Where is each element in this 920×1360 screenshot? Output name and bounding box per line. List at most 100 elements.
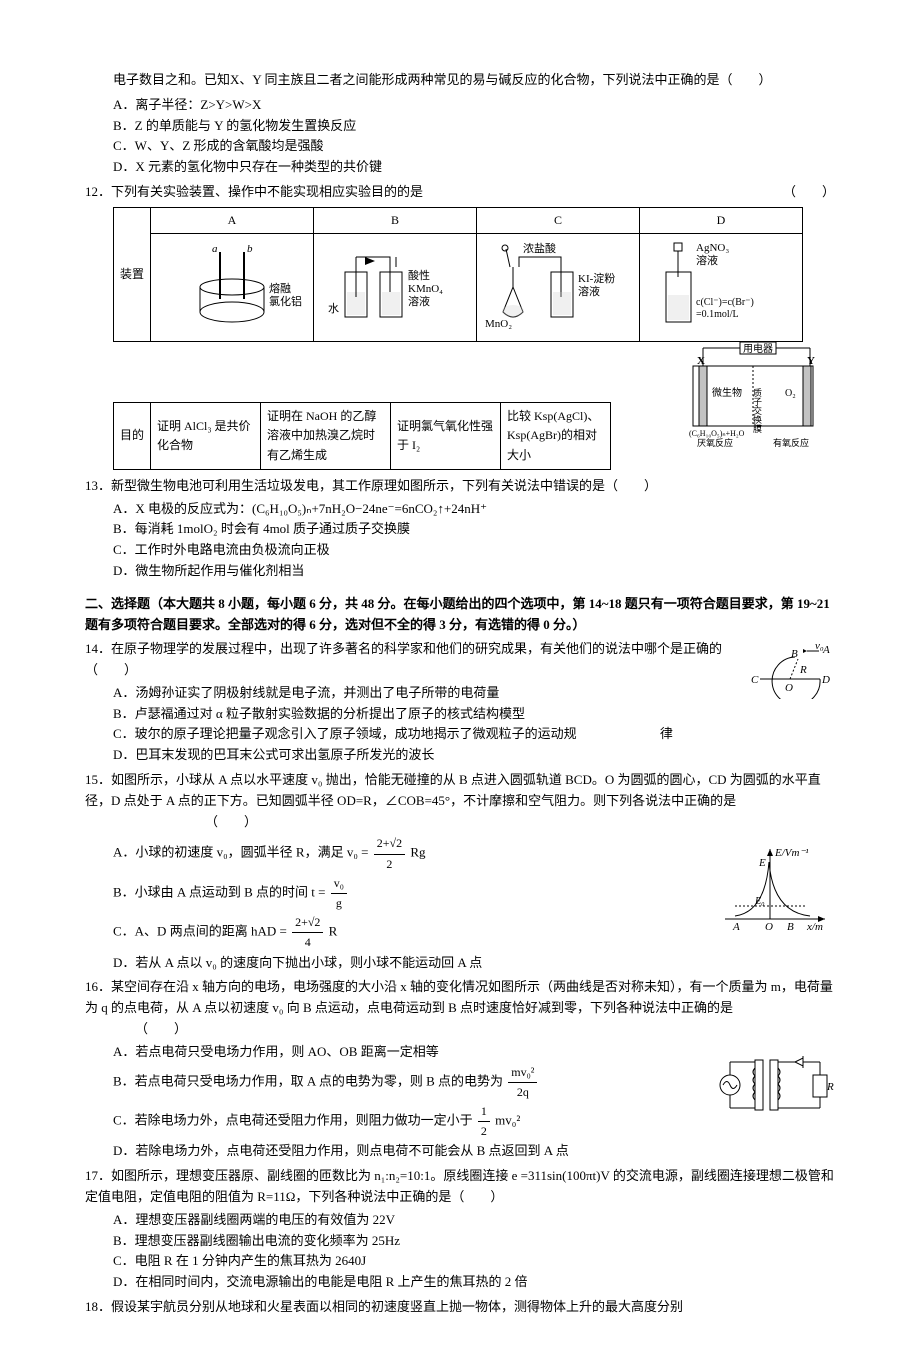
svg-text:b: b [247, 243, 253, 255]
svg-text:浓盐酸: 浓盐酸 [523, 241, 556, 255]
svg-text:=0.1mol/L: =0.1mol/L [696, 309, 739, 320]
svg-text:c(Cl⁻)=c(Br⁻): c(Cl⁻)=c(Br⁻) [696, 297, 754, 308]
svg-text:B: B [791, 648, 798, 660]
q16-opt-c: C．若除电场力外，点电荷还受阻力作用，则阻力做功一定小于 12 mv₀² [113, 1102, 675, 1141]
col-c: C [477, 207, 640, 233]
purpose-b: 证明在 NaOH 的乙醇溶液中加热溴乙烷时有乙烯生成 [261, 403, 391, 470]
svg-text:X: X [697, 355, 705, 367]
q12-table: 装置 A B C D a b 熔融 氯化铝 [113, 207, 803, 342]
svg-text:有氧反应: 有氧反应 [773, 437, 809, 448]
q15-opt-c: C．A、D 两点间的距离 hAD = 2+√24 R [113, 913, 675, 952]
diagram-c: 浓盐酸 KI-淀粉 溶液 MnO₂ [477, 233, 640, 341]
q14-options: A．汤姆孙证实了阴极射线就是电子流，并测出了电子所带的电荷量 B．卢瑟福通过对 … [113, 683, 735, 766]
q12-blank: （ ） [783, 182, 835, 203]
q14-opt-c: C．玻尔的原子理论把量子观念引入了原子领域，成功地揭示了微观粒子的运动规 律 [113, 724, 705, 745]
q14-figure: v₀ A B C D O R [745, 639, 835, 706]
q11-opt-c: C．W、Y、Z 形成的含氧酸均是强酸 [113, 136, 452, 157]
q13-opt-b: B．每消耗 1molO₂ 时会有 4mol 质子通过质子交换膜 [113, 519, 805, 540]
q11-options: A．离子半径：Z>Y>W>X B．Z 的单质能与 Y 的氢化物发生置换反应 C．… [113, 95, 835, 178]
q14-stem: 14．在原子物理学的发展过程中，出现了许多著名的科学家和他们的研究成果，有关他们… [85, 641, 722, 656]
svg-text:A: A [732, 921, 740, 933]
q13-stem: 13．新型微生物电池可利用生活垃圾发电，其工作原理如图所示，下列有关说法中错误的… [85, 478, 657, 493]
q16: 16．某空间存在沿 x 轴方向的电场，电场强度的大小沿 x 轴的变化情况如图所示… [85, 977, 835, 1039]
q11-opt-a: A．离子半径：Z>Y>W>X [113, 95, 452, 116]
diagram-a: a b 熔融 氯化铝 [151, 233, 314, 341]
q16-figure: E/Vm⁻¹ E E₀ A O B x/m [715, 844, 835, 941]
q17-options: A．理想变压器副线圈两端的电压的有效值为 22V B．理想变压器副线圈输出电流的… [113, 1210, 835, 1293]
q13-figure: 用电器 X Y 微生物 质子交换膜 O₂ (C₆H₁₀O₅)ₙ+H₂O 厌氧反应… [685, 338, 825, 448]
svg-text:溶液: 溶液 [578, 284, 600, 298]
svg-text:x/m: x/m [806, 921, 823, 933]
q17-opt-b: B．理想变压器副线圈输出电流的变化频率为 25Hz [113, 1231, 805, 1252]
svg-text:熔融: 熔融 [269, 281, 291, 295]
svg-text:a: a [212, 243, 218, 255]
svg-text:R: R [799, 664, 807, 676]
purpose-d: 比较 Ksp(AgCl)、Ksp(AgBr)的相对大小 [501, 403, 611, 470]
q11-opt-b: B．Z 的单质能与 Y 的氢化物发生置换反应 [113, 116, 452, 137]
col-b: B [314, 207, 477, 233]
section-2-header: 二、选择题（本大题共 8 小题，每小题 6 分，共 48 分。在每小题给出的四个… [85, 594, 835, 636]
q13: 13．新型微生物电池可利用生活垃圾发电，其工作原理如图所示，下列有关说法中错误的… [85, 476, 835, 497]
svg-text:(C₆H₁₀O₅)ₙ+H₂O: (C₆H₁₀O₅)ₙ+H₂O [689, 429, 745, 438]
table-row: 装置 A B C D [114, 207, 803, 233]
svg-text:质子交换膜: 质子交换膜 [752, 387, 762, 434]
q16-blank: （ ） [135, 1021, 187, 1036]
svg-text:O: O [785, 682, 793, 694]
q17: 17．如图所示，理想变压器原、副线圈的匝数比为 n₁:n₂=10:1。原线圈连接… [85, 1166, 835, 1208]
svg-text:溶液: 溶液 [696, 253, 718, 267]
q13-opt-c: C．工作时外电路电流由负极流向正极 [113, 540, 805, 561]
q17-opt-c: C．电阻 R 在 1 分钟内产生的焦耳热为 2640J [113, 1251, 805, 1272]
q13-opt-a: A．X 电极的反应式为：(C₆H₁₀O₅)ₙ+7nH₂O−24ne⁻=6nCO₂… [113, 499, 805, 520]
svg-text:E: E [758, 857, 766, 869]
efield-curve-icon: E/Vm⁻¹ E E₀ A O B x/m [715, 844, 835, 934]
svg-text:B: B [787, 921, 794, 933]
svg-text:微生物: 微生物 [712, 386, 742, 399]
table-row: 目的 证明 AlCl₃ 是共价化合物 证明在 NaOH 的乙醇溶液中加热溴乙烷时… [114, 403, 611, 470]
svg-text:水: 水 [328, 302, 339, 315]
q11-opt-d: D．X 元素的氢化物中只存在一种类型的共价键 [113, 157, 452, 178]
q15-opt-a: A．小球的初速度 v₀，圆弧半径 R，满足 v₀ = 2+√22 Rg [113, 834, 675, 873]
svg-text:O₂: O₂ [785, 388, 796, 399]
q15-options: A．小球的初速度 v₀，圆弧半径 R，满足 v₀ = 2+√22 Rg B．小球… [113, 834, 705, 973]
q18: 18．假设某宇航员分别从地球和火星表面以相同的初速度竖直上抛一物体，测得物体上升… [85, 1297, 835, 1318]
q16-options: A．若点电荷只受电场力作用，则 AO、OB 距离一定相等 B．若点电荷只受电场力… [113, 1042, 705, 1162]
svg-text:D: D [821, 674, 830, 686]
diagram-b: 水 酸性 KMnO₄ 溶液 [314, 233, 477, 341]
hdr-apparatus: 装置 [114, 207, 151, 341]
purpose-a: 证明 AlCl₃ 是共价化合物 [151, 403, 261, 470]
svg-text:溶液: 溶液 [408, 294, 430, 308]
purpose-c: 证明氯气氧化性强于 I₂ [391, 403, 501, 470]
q12-purpose-table: 目的 证明 AlCl₃ 是共价化合物 证明在 NaOH 的乙醇溶液中加热溴乙烷时… [113, 402, 611, 470]
q14-blank: （ ） [85, 662, 137, 677]
q11-stem: 电子数目之和。已知X、Y 同主族且二者之间能形成两种常见的易与碱反应的化合物，下… [113, 72, 772, 87]
dropper-tube-icon: AgNO₃ 溶液 c(Cl⁻)=c(Br⁻) =0.1mol/L [646, 237, 796, 332]
q15-blank: （ ） [205, 814, 257, 829]
gas-test-icon: 水 酸性 KMnO₄ 溶液 [320, 237, 470, 332]
q17-figure: R [715, 1050, 835, 1127]
col-a: A [151, 207, 314, 233]
flask-tube-icon: 浓盐酸 KI-淀粉 溶液 MnO₂ [483, 237, 633, 332]
svg-text:MnO₂: MnO₂ [485, 318, 512, 330]
svg-text:A: A [822, 644, 830, 656]
svg-text:R: R [826, 1081, 834, 1093]
q14-opt-d: D．巴耳末发现的巴耳末公式可求出氢原子所发光的波长 [113, 745, 705, 766]
q15: 15．如图所示，小球从 A 点以水平速度 v₀ 抛出，恰能无碰撞的从 B 点进入… [85, 770, 835, 832]
svg-text:厌氧反应: 厌氧反应 [697, 437, 733, 448]
electrolysis-icon: a b 熔融 氯化铝 [157, 237, 307, 332]
q18-stem: 18．假设某宇航员分别从地球和火星表面以相同的初速度竖直上抛一物体，测得物体上升… [85, 1299, 683, 1314]
q15-stem: 15．如图所示，小球从 A 点以水平速度 v₀ 抛出，恰能无碰撞的从 B 点进入… [85, 772, 821, 808]
q16-opt-b: B．若点电荷只受电场力作用，取 A 点的电势为零，则 B 点的电势为 mv₀²2… [113, 1063, 675, 1102]
q12: 12．下列有关实验装置、操作中不能实现相应实验目的的是 （ ） [85, 182, 835, 203]
q14-opt-b: B．卢瑟福通过对 α 粒子散射实验数据的分析提出了原子的核式结构模型 [113, 704, 705, 725]
q17-stem: 17．如图所示，理想变压器原、副线圈的匝数比为 n₁:n₂=10:1。原线圈连接… [85, 1168, 834, 1204]
q17-opt-d: D．在相同时间内，交流电源输出的电能是电阻 R 上产生的焦耳热的 2 倍 [113, 1272, 805, 1293]
q16-stem: 16．某空间存在沿 x 轴方向的电场，电场强度的大小沿 x 轴的变化情况如图所示… [85, 979, 833, 1015]
q13-opt-d: D．微生物所起作用与催化剂相当 [113, 561, 805, 582]
svg-text:KMnO₄: KMnO₄ [408, 283, 443, 295]
q16-opt-d: D．若除电场力外，点电荷还受阻力作用，则点电荷不可能会从 B 点返回到 A 点 [113, 1141, 675, 1162]
svg-text:AgNO₃: AgNO₃ [696, 242, 729, 254]
svg-text:E₀: E₀ [754, 896, 765, 907]
svg-text:用电器: 用电器 [743, 342, 773, 355]
svg-text:酸性: 酸性 [408, 268, 430, 282]
svg-text:KI-淀粉: KI-淀粉 [578, 271, 615, 285]
